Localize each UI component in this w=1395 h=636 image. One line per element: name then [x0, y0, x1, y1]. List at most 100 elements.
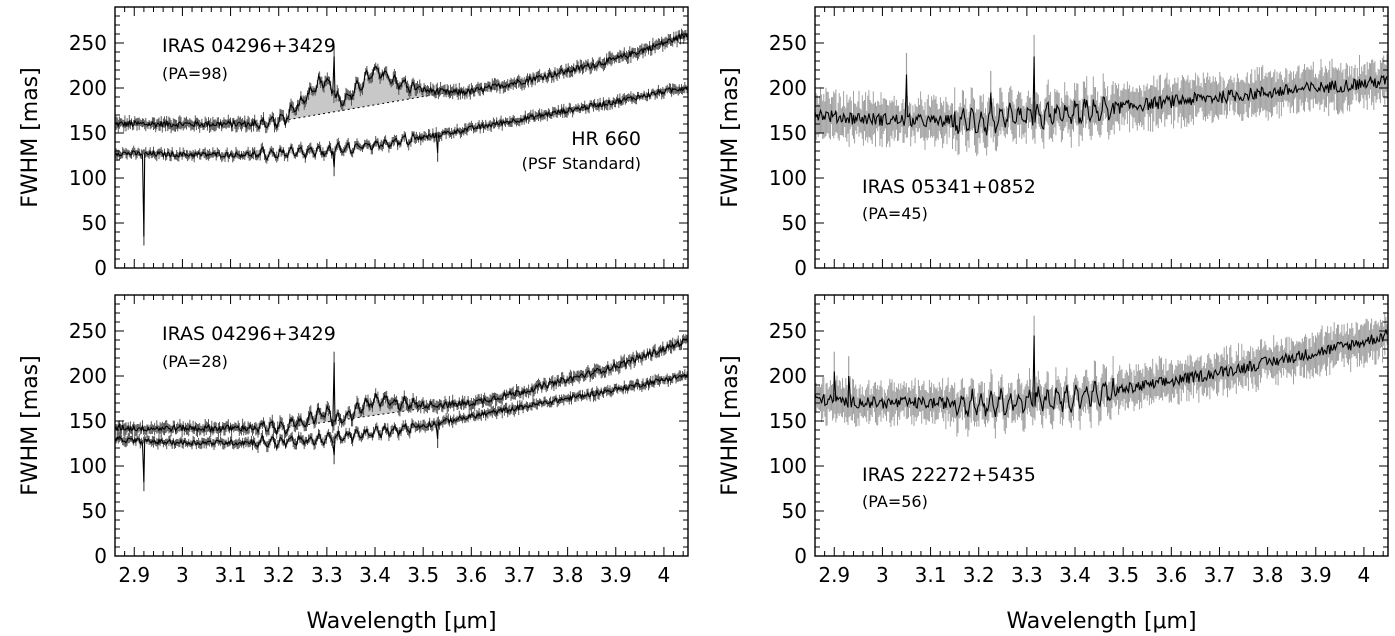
y-tick-label: 50	[82, 499, 107, 523]
y-tick-label: 200	[69, 364, 107, 388]
annotation: IRAS 22272+5435	[862, 464, 1036, 486]
annotation: (PA=28)	[162, 352, 228, 371]
x-ticks	[114, 295, 684, 556]
continuum-line	[278, 91, 453, 122]
annotation: (PSF Standard)	[522, 154, 641, 173]
y-ticks	[115, 294, 688, 557]
x-tick-label: 3.4	[1059, 563, 1091, 587]
y-tick-label: 50	[82, 211, 107, 235]
y-ticks	[815, 6, 1388, 269]
x-tick-label: 3.2	[963, 563, 995, 587]
series-2	[115, 81, 688, 246]
x-ticks	[114, 7, 684, 268]
y-tick-label: 250	[69, 31, 107, 55]
y-tick-label: 200	[769, 76, 807, 100]
x-axis-label: Wavelength [μm]	[1006, 609, 1196, 634]
y-axis-label: FWHM [mas]	[718, 67, 743, 207]
x-tick-label: 3.1	[915, 563, 947, 587]
series-1	[815, 312, 1388, 439]
axes-frame	[814, 6, 1389, 269]
plot-area	[115, 28, 688, 246]
annotation: HR 660	[571, 128, 641, 150]
error-bars	[115, 334, 688, 439]
y-tick-label: 250	[769, 319, 807, 343]
y-axis-label: FWHM [mas]	[18, 355, 43, 495]
y-tick-label: 0	[794, 256, 807, 280]
x-tick-label: 2.9	[118, 563, 150, 587]
panel-top-right: 0 50 100 150 200 250 FWHM [mas] IRAS 05341+0852…	[718, 6, 1389, 280]
error-bars	[815, 312, 1388, 439]
y-tick-label: 50	[782, 499, 807, 523]
annotation: IRAS 04296+3429	[162, 323, 336, 345]
y-tick-label: 100	[769, 166, 807, 190]
series-line	[115, 86, 688, 237]
x-ticks	[814, 7, 1384, 268]
x-tick-label: 2.9	[818, 563, 850, 587]
x-ticks	[814, 295, 1384, 556]
series-1	[115, 28, 688, 134]
y-tick-label: 150	[769, 409, 807, 433]
annotation: IRAS 04296+3429	[162, 35, 336, 57]
x-tick-label: 4	[1358, 563, 1371, 587]
x-tick-label: 3.2	[263, 563, 295, 587]
plot-area	[815, 34, 1388, 157]
x-tick-label: 3.5	[407, 563, 439, 587]
x-tick-label: 3	[876, 563, 889, 587]
y-tick-label: 0	[94, 256, 107, 280]
series-line	[115, 338, 688, 435]
series-2	[115, 369, 688, 492]
plot-area	[115, 334, 688, 492]
y-tick-label: 0	[94, 544, 107, 568]
x-tick-label: 3.7	[504, 563, 536, 587]
axes-frame	[814, 294, 1389, 557]
y-tick-label: 100	[69, 454, 107, 478]
x-axis-label: Wavelength [μm]	[306, 609, 496, 634]
series-line	[115, 373, 688, 483]
plot-area	[815, 312, 1388, 439]
panel-bottom-right: 2.9 3 3.1 3.2 3.3 3.4 3.5 3.6 3.7 3.8 3.9 4 0 50 100 15…	[718, 294, 1389, 634]
series-1	[815, 34, 1388, 157]
annotation: (PA=45)	[862, 204, 928, 223]
x-tick-label: 4	[658, 563, 671, 587]
y-ticks	[115, 6, 688, 269]
x-tick-label: 3	[176, 563, 189, 587]
y-tick-label: 150	[69, 121, 107, 145]
error-bars	[815, 34, 1388, 157]
y-tick-label: 50	[782, 211, 807, 235]
y-tick-label: 150	[769, 121, 807, 145]
series-line	[815, 329, 1388, 418]
annotation: IRAS 05341+0852	[862, 176, 1036, 198]
annotation: (PA=98)	[162, 64, 228, 83]
panel-bottom-left: 2.9 3 3.1 3.2 3.3 3.4 3.5 3.6 3.7 3.8 3.9 4 0 50 100 15…	[18, 294, 689, 634]
y-tick-label: 150	[69, 409, 107, 433]
panel-top-left: 0 50 100 150 200 250 FWHM [mas] IRAS 04296+3429…	[18, 6, 689, 280]
x-tick-label: 3.6	[1155, 563, 1187, 587]
axes-frame	[114, 294, 689, 557]
y-tick-label: 200	[69, 76, 107, 100]
axes-frame	[114, 6, 689, 269]
y-tick-label: 0	[794, 544, 807, 568]
annotation: (PA=56)	[862, 492, 928, 511]
x-tick-label: 3.1	[215, 563, 247, 587]
y-tick-label: 100	[69, 166, 107, 190]
series-line	[115, 32, 688, 131]
series-1	[115, 334, 688, 439]
x-tick-label: 3.5	[1107, 563, 1139, 587]
series-line	[815, 56, 1388, 136]
x-tick-label: 3.3	[1011, 563, 1043, 587]
x-tick-label: 3.7	[1204, 563, 1236, 587]
y-tick-label: 100	[769, 454, 807, 478]
y-axis-label: FWHM [mas]	[718, 355, 743, 495]
y-axis-label: FWHM [mas]	[18, 67, 43, 207]
x-tick-label: 3.3	[311, 563, 343, 587]
x-tick-label: 3.4	[359, 563, 391, 587]
x-tick-label: 3.9	[600, 563, 632, 587]
x-tick-label: 3.8	[1252, 563, 1284, 587]
y-tick-label: 200	[769, 364, 807, 388]
x-tick-label: 3.8	[552, 563, 584, 587]
x-tick-label: 3.6	[455, 563, 487, 587]
x-tick-label: 3.9	[1300, 563, 1332, 587]
y-ticks	[815, 294, 1388, 557]
y-tick-label: 250	[69, 319, 107, 343]
